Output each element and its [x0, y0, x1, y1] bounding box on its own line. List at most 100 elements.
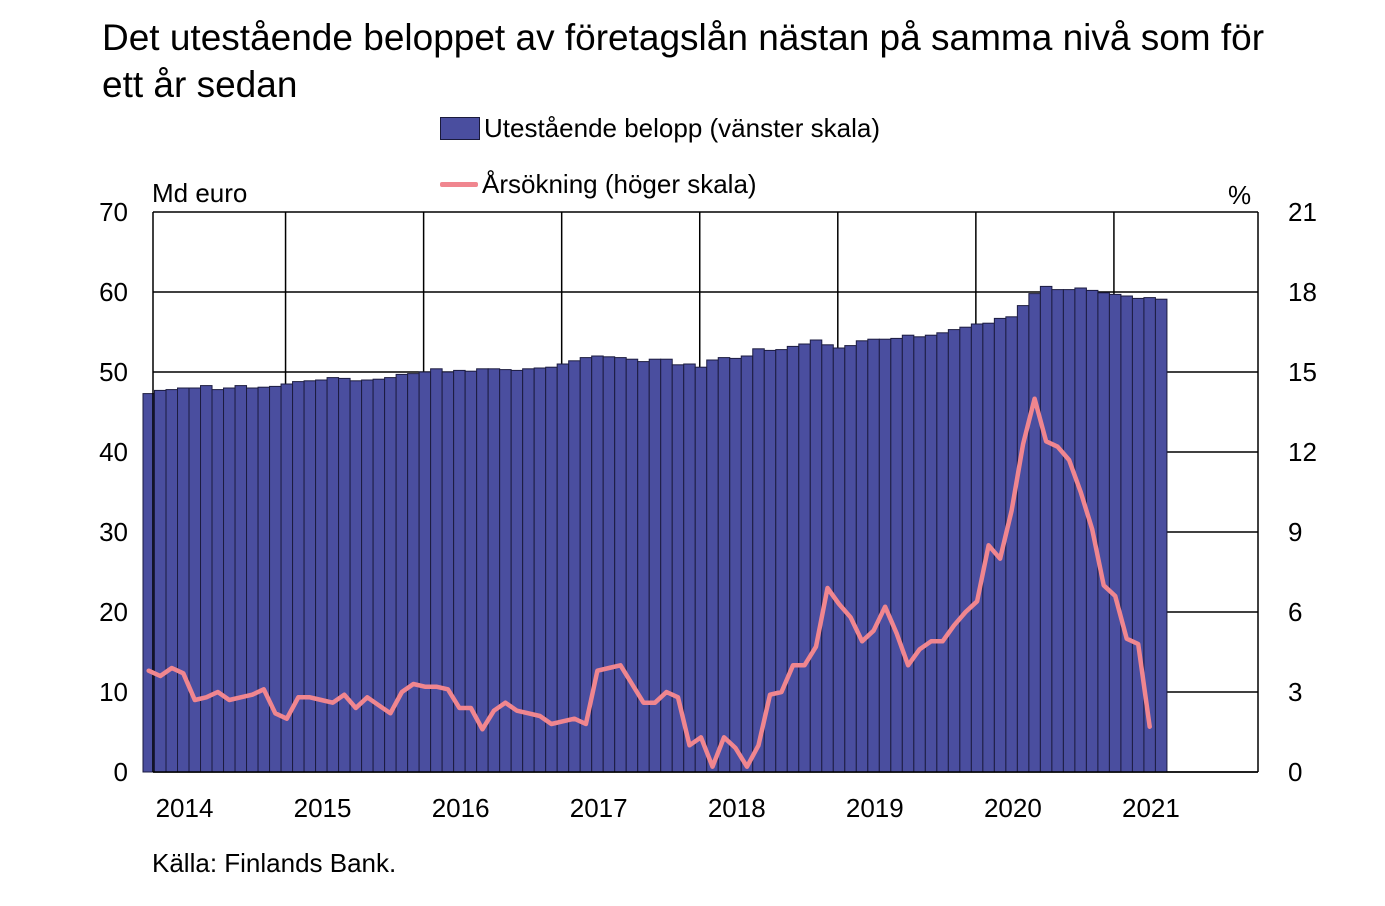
left-tick-label: 60 — [99, 277, 128, 307]
bar — [211, 389, 225, 773]
bar — [545, 366, 558, 773]
bar — [257, 386, 271, 773]
legend-bar-swatch — [440, 116, 480, 140]
bar — [177, 387, 190, 773]
bar — [1154, 298, 1168, 773]
bar — [200, 385, 213, 773]
left-tick-label: 20 — [99, 597, 128, 627]
bar — [533, 367, 547, 773]
bar — [683, 363, 696, 773]
bar — [1051, 289, 1064, 773]
right-tick-label: 3 — [1288, 677, 1302, 707]
bar — [1016, 305, 1030, 773]
growth-line — [146, 396, 1152, 769]
bar — [499, 369, 512, 773]
bar — [890, 337, 903, 773]
bar — [556, 363, 570, 773]
bar — [878, 338, 892, 773]
bar — [1108, 293, 1122, 773]
bar — [1074, 287, 1087, 773]
bar — [476, 368, 489, 773]
x-tick-label: 2017 — [570, 793, 628, 823]
x-tick-label: 2016 — [432, 793, 490, 823]
bar — [614, 357, 627, 773]
bar — [660, 358, 673, 773]
bar — [786, 345, 800, 773]
bar — [832, 347, 846, 773]
bar — [947, 329, 961, 773]
bar — [1028, 293, 1041, 773]
right-tick-label: 15 — [1288, 357, 1317, 387]
x-tick-label: 2015 — [294, 793, 352, 823]
bar — [349, 380, 363, 773]
bar — [568, 360, 581, 773]
bar — [372, 378, 386, 773]
bar — [821, 344, 834, 773]
right-tick-label: 9 — [1288, 517, 1302, 547]
bar — [223, 387, 236, 773]
bar — [591, 355, 604, 773]
bar — [303, 380, 317, 773]
bar — [1005, 316, 1018, 773]
legend-line-label: Årsökning (höger skala) — [482, 168, 757, 199]
bar — [1097, 292, 1110, 773]
bar — [959, 326, 972, 773]
bar — [165, 389, 179, 773]
bar — [326, 377, 340, 773]
bar — [246, 387, 259, 773]
bar — [1120, 295, 1133, 773]
bar — [844, 345, 857, 773]
x-tick-label: 2018 — [708, 793, 766, 823]
left-tick-label: 10 — [99, 677, 128, 707]
bar — [936, 332, 949, 773]
right-tick-label: 12 — [1288, 437, 1317, 467]
bar — [855, 340, 869, 773]
left-axis-unit: Md euro — [152, 178, 248, 208]
bar — [361, 379, 374, 773]
bar — [292, 381, 305, 773]
bar — [430, 368, 443, 773]
bar — [637, 361, 650, 773]
bar — [154, 389, 167, 773]
bar — [729, 357, 742, 773]
bar — [625, 358, 639, 773]
right-tick-label: 18 — [1288, 277, 1317, 307]
chart-title: Det utestående beloppet av företagslån n… — [102, 17, 1265, 105]
bar — [867, 338, 880, 773]
x-tick-label: 2021 — [1122, 793, 1180, 823]
bar — [1131, 297, 1145, 773]
source-note: Källa: Finlands Bank. — [152, 848, 397, 878]
bar — [809, 339, 823, 773]
bar — [775, 349, 788, 773]
x-tick-label: 2020 — [984, 793, 1042, 823]
right-tick-label: 0 — [1288, 757, 1302, 787]
bar — [706, 359, 719, 773]
left-tick-label: 50 — [99, 357, 128, 387]
right-tick-label: 21 — [1288, 197, 1317, 227]
bar — [234, 385, 248, 773]
bar — [315, 379, 328, 773]
x-tick-label: 2014 — [156, 793, 214, 823]
bar — [407, 373, 420, 773]
bar — [648, 358, 662, 773]
legend-item-bar: Utestående belopp (vänster skala) — [440, 108, 880, 148]
legend-item-line: Årsökning (höger skala) — [440, 164, 757, 204]
bar — [188, 387, 202, 773]
legend-line-swatch — [440, 181, 478, 187]
left-tick-label: 30 — [99, 517, 128, 547]
bar — [970, 323, 984, 773]
legend-bar-label: Utestående belopp (vänster skala) — [484, 112, 881, 143]
left-tick-label: 70 — [99, 197, 128, 227]
bar — [1062, 289, 1076, 773]
bar — [418, 371, 432, 773]
bar — [694, 366, 708, 773]
left-tick-label: 40 — [99, 437, 128, 467]
bar — [453, 369, 466, 773]
x-tick-label: 2019 — [846, 793, 904, 823]
bar — [924, 334, 938, 773]
right-axis-unit: % — [1228, 180, 1252, 210]
bar — [395, 373, 409, 773]
bar — [752, 348, 765, 773]
bar — [740, 355, 754, 773]
bar — [441, 371, 455, 773]
